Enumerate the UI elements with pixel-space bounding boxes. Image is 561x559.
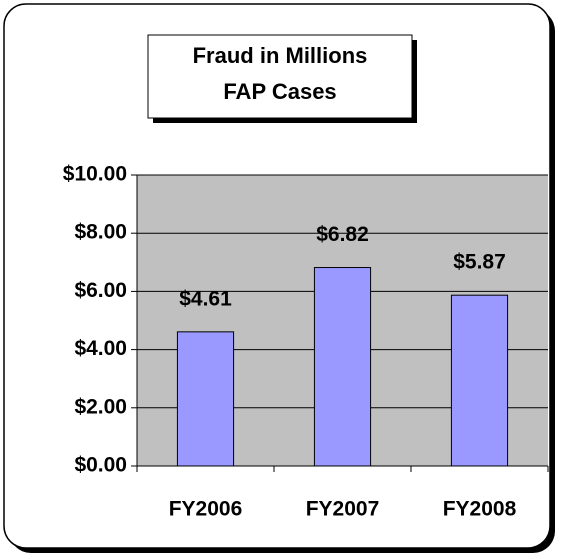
y-tick-label: $2.00 [74,395,127,418]
chart-title: Fraud in Millions [193,43,368,68]
bar [450,294,509,467]
x-tick-label: FY2007 [306,498,380,521]
x-tick-label: FY2006 [169,498,243,521]
y-tick-label: $6.00 [74,279,127,302]
y-tick-label: $0.00 [74,454,127,477]
title-box [147,34,413,119]
value-label: $6.82 [316,223,369,246]
value-label: $4.61 [179,287,232,310]
chart-title: FAP Cases [223,79,336,104]
value-label: $5.87 [453,251,506,274]
y-tick-label: $4.00 [74,337,127,360]
y-tick-label: $10.00 [63,163,127,186]
bar [176,331,235,467]
x-tick-label: FY2008 [443,498,517,521]
bar [313,267,372,467]
y-tick-label: $8.00 [74,221,127,244]
